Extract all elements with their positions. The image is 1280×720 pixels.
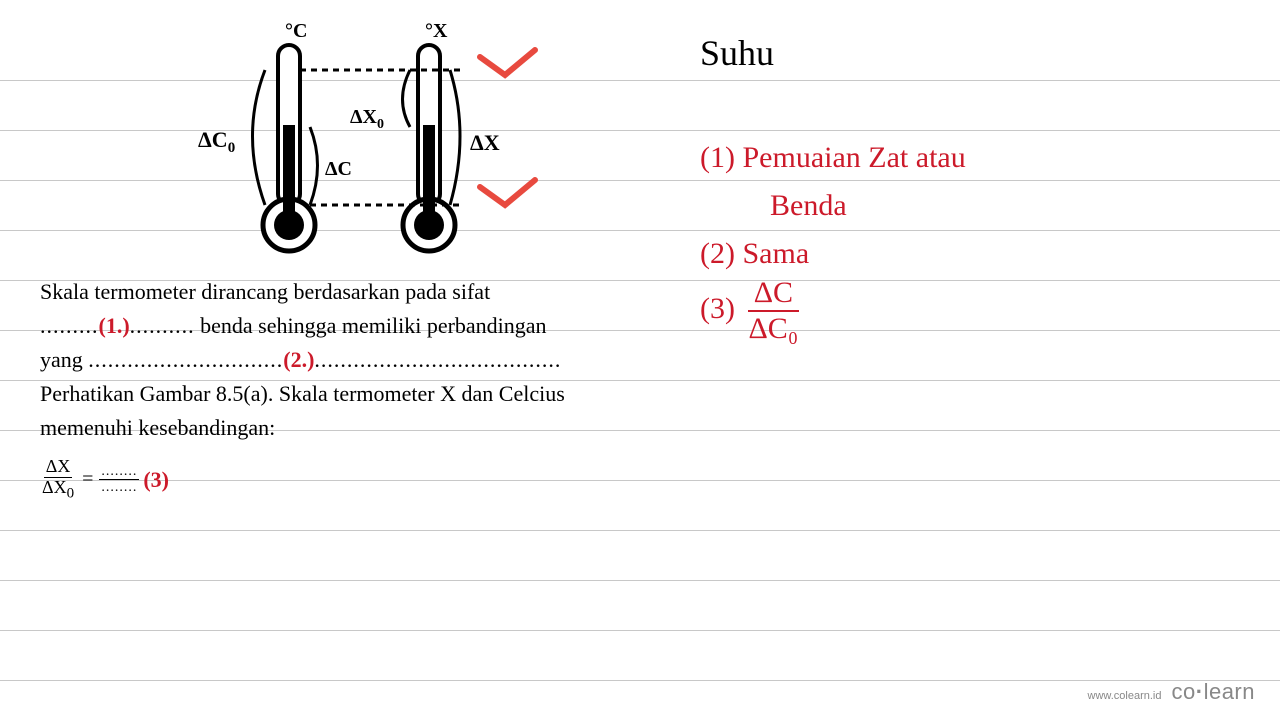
text-line-4: Perhatikan Gambar 8.5(a). Skala termomet… — [40, 377, 640, 411]
answer-3: (3) ΔC ΔC₀ — [700, 278, 1240, 344]
svg-text:ΔX: ΔX — [470, 130, 500, 155]
answer-1-line-b: Benda — [700, 182, 1240, 230]
answer-2: (2) Sama — [700, 230, 1240, 278]
blank-1: (1.) — [99, 313, 130, 338]
svg-text:ΔC0: ΔC0 — [198, 127, 235, 156]
fraction-rhs: ........ ........ — [99, 464, 139, 496]
blank-2: (2.) — [283, 347, 314, 372]
right-column: Suhu (1) Pemuaian Zat atau Benda (2) Sam… — [700, 32, 1240, 344]
footer-logo: co·learn — [1172, 679, 1256, 705]
text-line-5: memenuhi kesebandingan: — [40, 411, 640, 445]
footer-url: www.colearn.id — [1088, 690, 1162, 702]
blank-3: (3) — [143, 463, 169, 497]
text-line-1: Skala termometer dirancang berdasarkan p… — [40, 275, 640, 309]
label-x: °X — [425, 20, 448, 42]
label-c: °C — [285, 20, 307, 42]
answer-3-fraction: ΔC ΔC₀ — [742, 278, 804, 344]
text-line-3: yang ..............................(2.).… — [40, 343, 640, 377]
handwritten-title: Suhu — [700, 32, 1240, 74]
red-mark-top — [480, 50, 535, 75]
svg-text:ΔC: ΔC — [325, 158, 352, 180]
left-column: °C °X ΔC0 ΔC ΔX0 ΔX — [40, 15, 640, 502]
answer-1-line-a: (1) Pemuaian Zat atau — [700, 134, 1240, 182]
fraction-lhs: ΔX ΔX0 — [40, 457, 76, 502]
svg-text:ΔX0: ΔX0 — [350, 106, 384, 132]
text-line-2: .........(1.).......... benda sehingga m… — [40, 309, 640, 343]
red-mark-bottom — [480, 180, 535, 205]
problem-text: Skala termometer dirancang berdasarkan p… — [40, 275, 640, 502]
footer: www.colearn.id co·learn — [1088, 679, 1255, 705]
equation: ΔX ΔX0 = ........ ........ (3) — [40, 457, 640, 502]
thermometer-diagram: °C °X ΔC0 ΔC ΔX0 ΔX — [170, 15, 570, 265]
